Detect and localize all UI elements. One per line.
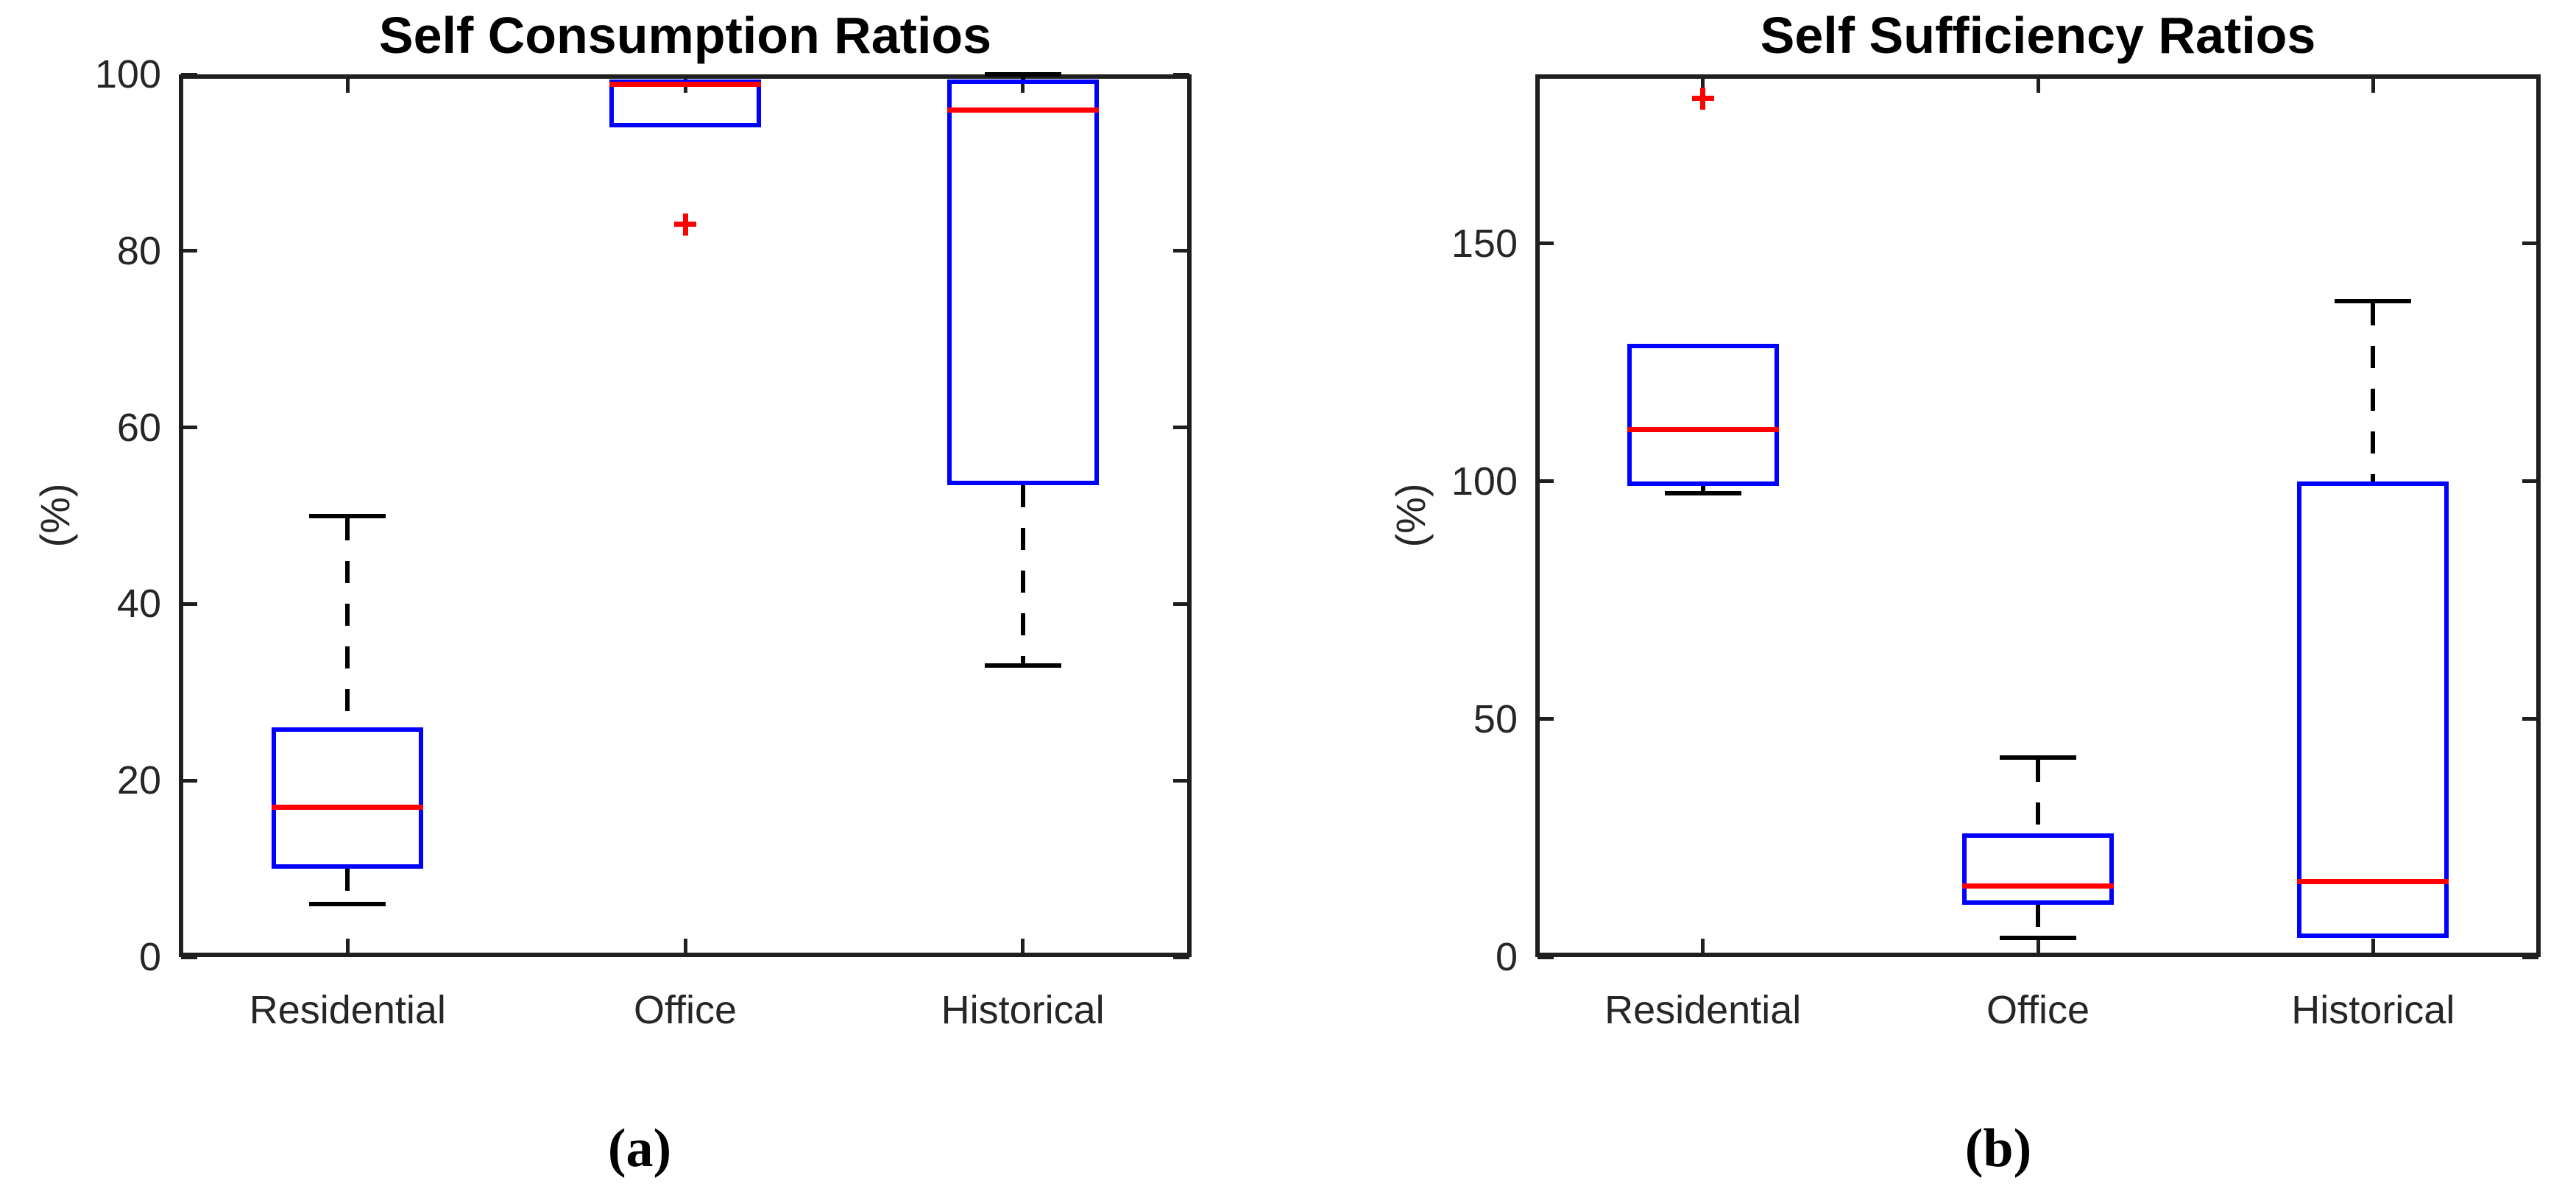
- y-tick-label: 100: [94, 52, 161, 96]
- outlier-marker-v: [682, 213, 688, 236]
- x-tick-bottom: [2371, 939, 2375, 955]
- y-tick-label: 0: [138, 935, 161, 979]
- y-tick-right: [1173, 601, 1189, 606]
- y-tick-left: [181, 72, 197, 77]
- box-rect: [609, 80, 761, 127]
- subfigure-caption-b: (b): [1964, 1118, 2032, 1179]
- x-tick-top: [2371, 77, 2375, 93]
- y-tick-label: 50: [1473, 696, 1518, 741]
- box-rect: [1627, 343, 1779, 487]
- x-category-label: Historical: [2291, 988, 2455, 1032]
- y-tick-right: [1173, 955, 1189, 959]
- y-tick-left: [181, 426, 197, 430]
- y-tick-label: 100: [1451, 459, 1518, 504]
- box-rect: [2297, 481, 2449, 939]
- y-tick-left: [1538, 241, 1554, 246]
- median-line: [946, 107, 1099, 113]
- x-tick-bottom: [2036, 939, 2040, 955]
- y-tick-left: [181, 249, 197, 253]
- whisker-cap-upper: [984, 72, 1061, 77]
- whisker-cap-upper: [309, 513, 386, 518]
- whisker-stem-upper: [1020, 77, 1025, 80]
- y-axis-label-right: (%): [1387, 483, 1434, 548]
- y-tick-label: 60: [116, 405, 161, 450]
- chart-title-self-sufficiency: Self Sufficiency Ratios: [1760, 7, 2316, 64]
- x-category-label: Residential: [1604, 988, 1802, 1032]
- y-tick-label: 150: [1451, 221, 1518, 266]
- whisker-cap-lower: [2000, 936, 2076, 941]
- y-tick-label: 0: [1495, 935, 1518, 979]
- whisker-stem-lower: [2036, 904, 2040, 936]
- x-tick-top: [345, 77, 350, 93]
- y-tick-right: [1173, 426, 1189, 430]
- x-category-label: Office: [1986, 988, 2090, 1032]
- whisker-cap-lower: [1664, 491, 1741, 496]
- whisker-stem-upper: [2036, 759, 2040, 834]
- whisker-stem-upper: [2371, 303, 2376, 481]
- y-tick-label: 40: [116, 582, 161, 627]
- x-tick-bottom: [1701, 939, 1705, 955]
- whisker-stem-lower: [1700, 486, 1705, 492]
- y-tick-left: [1538, 717, 1554, 721]
- y-tick-left: [1538, 479, 1554, 484]
- chart-title-self-consumption: Self Consumption Ratios: [378, 7, 992, 64]
- median-line: [609, 82, 761, 88]
- whisker-cap-lower: [984, 663, 1061, 668]
- y-tick-right: [2522, 955, 2538, 959]
- y-tick-right: [2522, 241, 2538, 246]
- box-rect: [272, 727, 424, 869]
- x-category-label: Office: [633, 988, 737, 1032]
- whisker-cap-upper: [2335, 298, 2412, 303]
- outlier-marker-v: [1700, 87, 1706, 110]
- whisker-stem-lower: [1020, 484, 1025, 664]
- whisker-cap-upper: [2000, 755, 2076, 760]
- x-category-label: Residential: [249, 988, 446, 1032]
- y-tick-left: [1538, 955, 1554, 959]
- y-tick-left: [181, 778, 197, 783]
- x-tick-top: [1021, 77, 1025, 93]
- x-tick-top: [1701, 77, 1705, 93]
- median-line: [272, 805, 424, 811]
- whisker-stem-upper: [345, 518, 350, 728]
- y-tick-right: [2522, 479, 2538, 484]
- x-tick-bottom: [1021, 939, 1025, 955]
- box-rect: [1962, 833, 2114, 905]
- subfigure-caption-a: (a): [607, 1118, 672, 1179]
- x-tick-bottom: [683, 939, 687, 955]
- y-tick-right: [2522, 717, 2538, 721]
- y-tick-label: 80: [116, 228, 161, 273]
- x-tick-top: [2036, 77, 2040, 93]
- x-category-label: Historical: [941, 988, 1105, 1032]
- y-tick-left: [181, 601, 197, 606]
- median-line: [1627, 426, 1779, 432]
- whisker-cap-lower: [309, 902, 386, 907]
- median-line: [2297, 878, 2449, 884]
- y-tick-label: 20: [116, 758, 161, 803]
- median-line: [1962, 883, 2114, 889]
- box-rect: [946, 80, 1099, 485]
- y-tick-right: [1173, 72, 1189, 77]
- y-tick-right: [1173, 249, 1189, 253]
- x-tick-bottom: [345, 939, 350, 955]
- whisker-stem-lower: [345, 869, 350, 903]
- y-tick-left: [181, 955, 197, 959]
- y-tick-right: [1173, 778, 1189, 783]
